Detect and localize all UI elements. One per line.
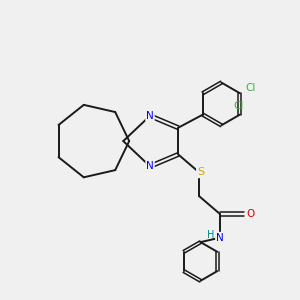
- Text: N: N: [146, 161, 154, 171]
- Text: H: H: [207, 230, 214, 240]
- Text: O: O: [246, 209, 254, 219]
- Text: N: N: [216, 233, 224, 243]
- Text: N: N: [146, 111, 154, 121]
- Text: Cl: Cl: [245, 83, 256, 93]
- Text: Cl: Cl: [233, 101, 244, 111]
- Text: S: S: [197, 167, 204, 177]
